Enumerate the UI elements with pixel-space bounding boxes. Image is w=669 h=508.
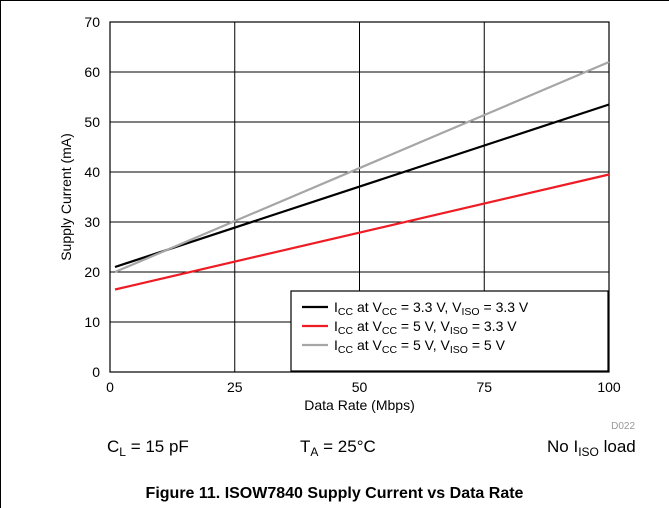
x-axis-label: Data Rate (Mbps): [304, 397, 414, 413]
frame-border-top: [0, 0, 669, 1]
series-line-2: [114, 173, 610, 291]
x-tick-label: 25: [227, 379, 243, 395]
legend-label-2: ICC at VCC = 5 V, VISO = 3.3 V: [334, 318, 517, 337]
legend-label-1: ICC at VCC = 3.3 V, VISO = 3.3 V: [334, 299, 529, 318]
figure-id-label: D022: [611, 421, 635, 430]
y-tick-label: 40: [84, 164, 100, 180]
figure-caption: Figure 11. ISOW7840 Supply Current vs Da…: [145, 485, 524, 502]
y-tick-label: 60: [84, 64, 100, 80]
legend-label-3: ICC at VCC = 5 V, VISO = 5 V: [334, 337, 506, 356]
supply-current-chart: 0 25 50 75 100 0 10 20 30 40 50 60 70 Data Rate (Mbps…: [58, 14, 635, 430]
series-line-3: [114, 60, 610, 274]
x-tick-label: 50: [352, 379, 368, 395]
y-tick-label: 0: [92, 364, 100, 380]
plot-area-border: [109, 21, 610, 373]
temperature-condition: TA = 25°C: [300, 437, 376, 459]
y-tick-label: 20: [84, 264, 100, 280]
y-tick-label: 70: [84, 14, 100, 30]
x-tick-label: 100: [597, 379, 621, 395]
load-capacitance-condition: CL = 15 pF: [107, 437, 189, 459]
y-tick-label: 50: [84, 114, 100, 130]
series-line-1: [114, 103, 610, 269]
y-axis-label: Supply Current (mA): [58, 133, 74, 261]
frame-border-left: [0, 0, 1, 508]
y-tick-label: 30: [84, 214, 100, 230]
y-tick-label: 10: [84, 314, 100, 330]
x-tick-label: 75: [476, 379, 492, 395]
legend-box: [290, 290, 609, 372]
x-tick-label: 0: [106, 379, 114, 395]
iso-load-condition: No IISO load: [547, 437, 636, 459]
